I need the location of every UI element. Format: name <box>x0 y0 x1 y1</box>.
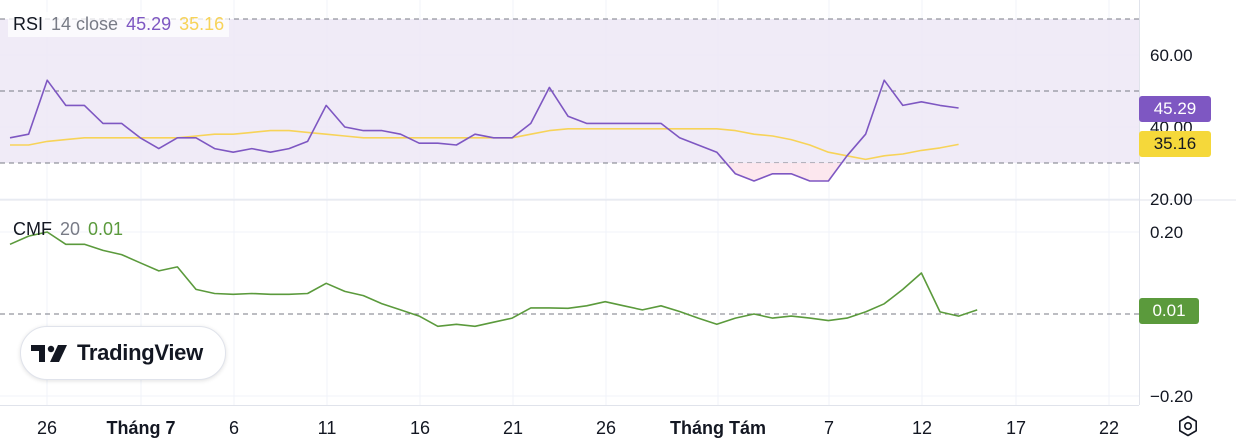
cmf-axis-tick-label: −0.20 <box>1150 387 1193 406</box>
time-axis-tick-label: 21 <box>503 418 523 438</box>
rsi-axis-tick-label: 60.00 <box>1150 46 1193 65</box>
rsi-price-badge: 45.29 <box>1139 96 1211 122</box>
rsi-oversold-segment <box>791 163 810 181</box>
cmf-price-badge: 0.01 <box>1139 298 1199 324</box>
time-axis-tick-label: 12 <box>912 418 932 438</box>
time-axis: 26 Tháng 7 6 11 16 21 26 Tháng Tám 7 12 17 22 <box>37 418 1119 438</box>
rsi-legend-value: 45.29 <box>126 14 172 34</box>
time-axis-tick-label: 26 <box>596 418 616 438</box>
cmf-legend-value: 0.01 <box>88 219 124 239</box>
time-axis-tick-label: 7 <box>824 418 834 438</box>
rsi-axis-tick-label: 20.00 <box>1150 190 1193 209</box>
time-axis-tick-label: Tháng Tám <box>670 418 766 438</box>
tradingview-logo-text: TradingView <box>77 340 203 365</box>
tradingview-logo-icon <box>31 345 67 362</box>
rsi-line <box>9 79 959 182</box>
time-axis-tick-label: 26 <box>37 418 57 438</box>
settings-button[interactable] <box>1174 412 1202 440</box>
time-axis-tick-label: 11 <box>318 418 337 438</box>
cmf-legend-params: 20 <box>60 219 81 239</box>
rsi-legend[interactable]: RSI 14 close 45.29 35.16 <box>8 12 230 37</box>
time-axis-tick-label: 22 <box>1099 418 1119 438</box>
rsi-legend-ma-value: 35.16 <box>179 14 225 34</box>
cmf-line <box>9 231 978 328</box>
gear-icon <box>1179 415 1197 437</box>
rsi-oversold-fill <box>726 163 842 181</box>
rsi-oversold-segment <box>772 163 792 174</box>
time-axis-tick-label: 6 <box>229 418 239 438</box>
tradingview-logo[interactable]: TradingView <box>20 326 226 380</box>
time-axis-tick-label: Tháng 7 <box>106 418 175 438</box>
rsi-ma-price-badge: 35.16 <box>1139 131 1211 157</box>
rsi-legend-name: RSI <box>13 14 44 34</box>
rsi-ma-line <box>10 128 959 161</box>
rsi-oversold-segment <box>735 163 754 181</box>
cmf-legend[interactable]: CMF 20 0.01 <box>8 217 128 242</box>
time-axis-tick-label: 17 <box>1006 418 1026 438</box>
rsi-legend-params: 14 close <box>51 14 119 34</box>
time-axis-tick-label: 16 <box>410 418 430 438</box>
rsi-oversold-segment <box>754 163 773 181</box>
rsi-oversold-segment <box>809 163 829 181</box>
cmf-legend-name: CMF <box>13 219 52 239</box>
cmf-axis-tick-label: 0.20 <box>1150 223 1183 242</box>
